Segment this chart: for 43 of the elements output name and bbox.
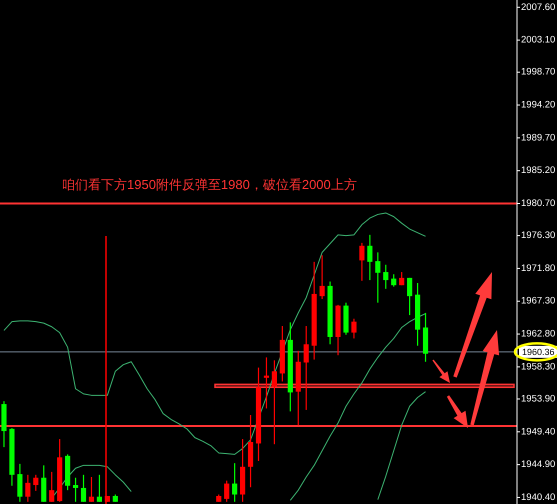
- y-tick-label: 1989.70: [521, 132, 556, 144]
- candlestick: [367, 234, 372, 281]
- candlestick: [80, 474, 86, 502]
- ref-line-label: 1960.36: [522, 346, 555, 357]
- candlestick: [25, 474, 30, 502]
- y-tick-label: 1958.30: [521, 361, 556, 372]
- line-series: [3, 212, 426, 455]
- candlestick: [17, 463, 22, 502]
- candlestick: [96, 474, 102, 502]
- candlestick: [304, 325, 309, 411]
- y-tick-label: 1985.20: [521, 165, 556, 176]
- y-tick-label: 1998.70: [521, 66, 556, 78]
- candlestick: [399, 271, 404, 286]
- candlestick: [224, 480, 230, 502]
- candlestick: [88, 476, 94, 502]
- candlestick: [407, 277, 412, 316]
- candlestick: [72, 477, 78, 502]
- line-series: [290, 313, 426, 501]
- candlestick: [391, 274, 396, 288]
- candlestick: [272, 360, 277, 445]
- y-tick-label: 1971.80: [521, 262, 556, 274]
- candlestick: [49, 471, 54, 502]
- y-tick-label: 1953.90: [521, 393, 556, 404]
- y-tick-label: 1967.30: [521, 296, 556, 307]
- y-tick-label: 1949.40: [521, 426, 556, 438]
- candlestick: [232, 462, 238, 502]
- candlestick: [359, 242, 364, 282]
- candlestick: [33, 474, 38, 492]
- line-series: [377, 391, 426, 500]
- y-tick-label: 1962.80: [521, 328, 556, 340]
- y-tick-label: 1980.70: [521, 198, 556, 209]
- y-tick-label: 1940.40: [521, 492, 556, 503]
- annotation: 咱们看下方1950附件反弹至1980，破位看2000上方: [62, 177, 357, 192]
- candlestick: [351, 318, 357, 340]
- y-tick-label: 2003.10: [521, 34, 556, 46]
- candlestick: [375, 252, 380, 304]
- y-tick-label: 1994.20: [521, 100, 556, 111]
- y-tick-label: 1976.30: [521, 230, 556, 242]
- candlestick: [383, 264, 388, 290]
- y-tick-label: 1944.90: [521, 459, 556, 470]
- y-tick-label: 2007.60: [521, 2, 556, 13]
- candlestick: [320, 254, 325, 300]
- candlestick: [264, 356, 270, 410]
